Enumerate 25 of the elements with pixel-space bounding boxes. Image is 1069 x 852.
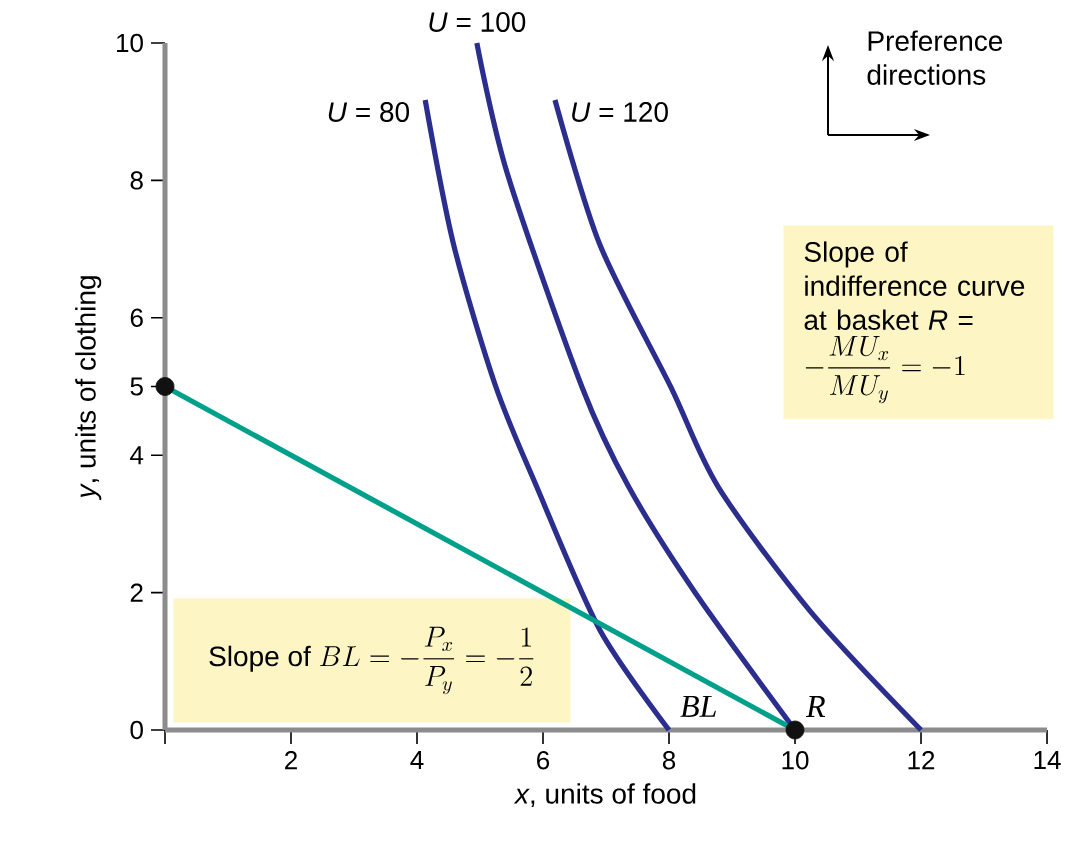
- annotation: $\text{Slope of }BL=-\dfrac{P_x}{P_y}=-\dfrac{1}{2}$: [209, 626, 534, 695]
- annotation: Preference directions: [867, 30, 1003, 85]
- x-tick-label: 12: [908, 751, 935, 770]
- y-tick-label: 8: [130, 171, 143, 190]
- y-tick-label: 2: [130, 583, 143, 602]
- annotation: R: [805, 695, 826, 717]
- annotation: BL: [680, 695, 716, 717]
- annotation: $-\dfrac{MU_x}{MU_y}=-1$: [805, 335, 965, 404]
- y-tick-label: 0: [130, 720, 143, 740]
- x-tick-label: 10: [782, 751, 809, 770]
- x-tick-label: 8: [662, 751, 676, 770]
- series-label: U = 100: [429, 12, 526, 32]
- y-axis-title: y, units of clothing: [75, 276, 102, 501]
- y-tick-label: 10: [116, 33, 143, 53]
- annotation: Slope of indifference curve at basket R =: [804, 241, 1025, 330]
- series-label: U = 120: [572, 102, 668, 122]
- x-tick-label: 2: [285, 751, 297, 770]
- x-axis-title: x, units of food: [513, 783, 696, 808]
- y-tick-label: 5: [130, 377, 143, 396]
- x-tick-label: 6: [537, 751, 550, 770]
- y-tick-label: 6: [130, 308, 143, 327]
- y-tick-label: 4: [130, 446, 144, 465]
- series-label: U = 80: [328, 102, 410, 122]
- x-tick-label: 14: [1034, 751, 1061, 769]
- x-tick-label: 4: [410, 751, 424, 769]
